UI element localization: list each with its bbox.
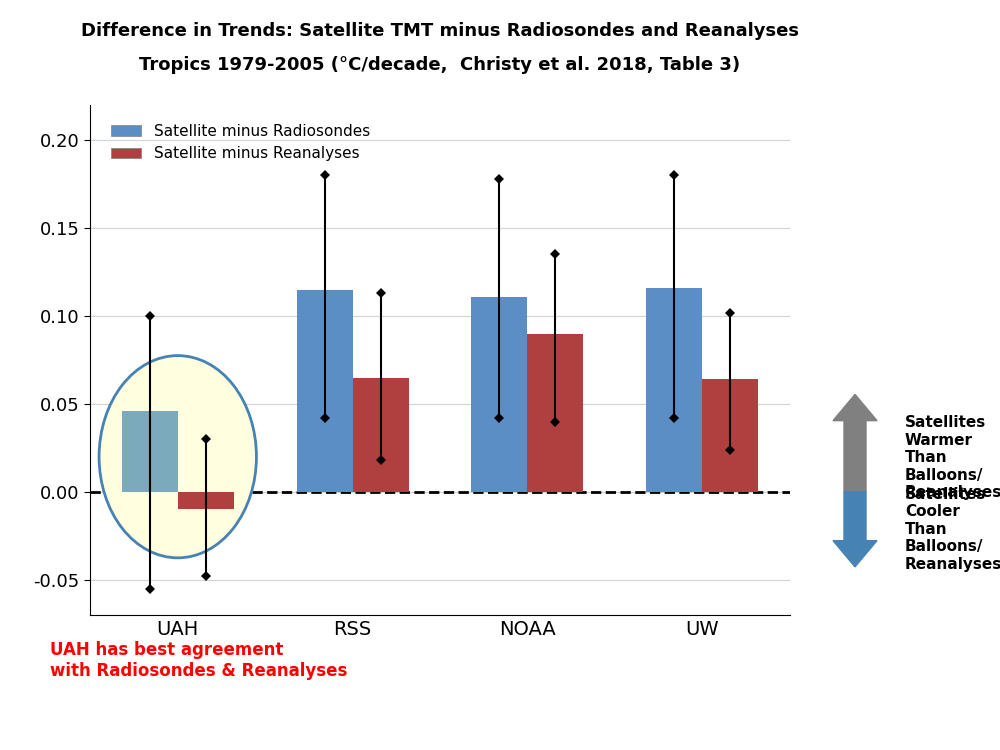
Text: Difference in Trends: Satellite TMT minus Radiosondes and Reanalyses: Difference in Trends: Satellite TMT minu… [81, 22, 799, 40]
Bar [471, 297, 527, 492]
Bar [178, 492, 234, 509]
Text: Tropics 1979-2005 (°C/decade,  Christy et al. 2018, Table 3): Tropics 1979-2005 (°C/decade, Christy et… [139, 56, 741, 74]
Bar [122, 411, 178, 492]
Text: UAH has best agreement
with Radiosondes & Reanalyses: UAH has best agreement with Radiosondes … [50, 641, 347, 680]
Bar [527, 334, 583, 492]
Text: Satellites
Cooler
Than
Balloons/
Reanalyses: Satellites Cooler Than Balloons/ Reanaly… [905, 487, 1000, 572]
Legend: Satellite minus Radiosondes, Satellite minus Reanalyses: Satellite minus Radiosondes, Satellite m… [105, 118, 376, 167]
Text: Satellites
Warmer
Than
Balloons/
Reanalyses: Satellites Warmer Than Balloons/ Reanaly… [905, 416, 1000, 500]
Bar [297, 290, 353, 492]
Ellipse shape [99, 356, 256, 558]
Bar [646, 288, 702, 492]
Bar [353, 377, 409, 492]
Bar [702, 380, 758, 492]
